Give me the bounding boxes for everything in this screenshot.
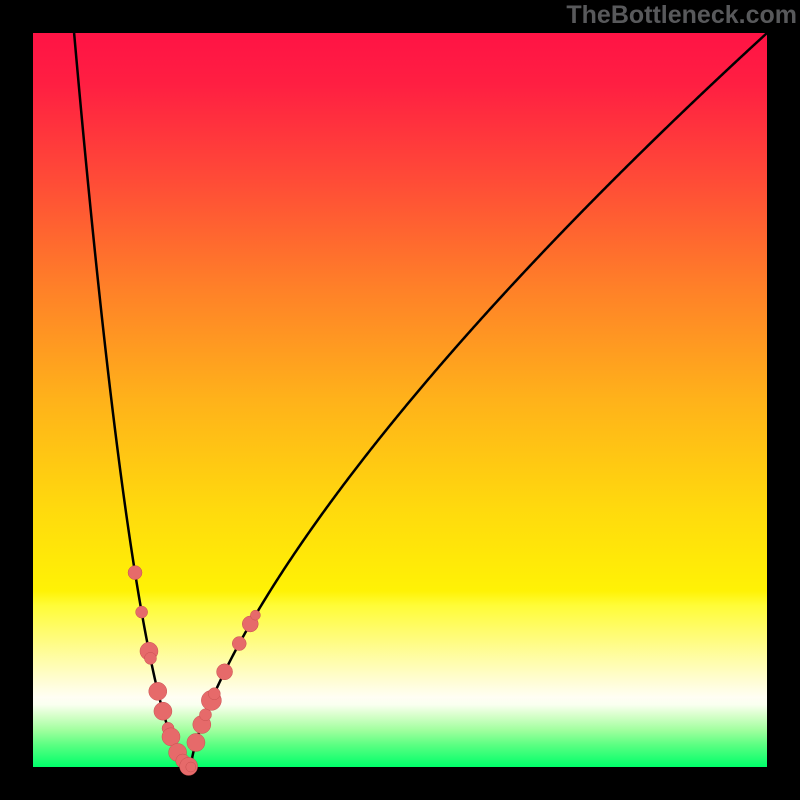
- scatter-point: [250, 610, 260, 620]
- scatter-point: [154, 702, 172, 720]
- watermark-text: TheBottleneck.com: [566, 1, 797, 29]
- scatter-point: [199, 709, 211, 721]
- scatter-point: [232, 637, 246, 651]
- scatter-point: [162, 728, 180, 746]
- scatter-point: [217, 664, 233, 680]
- chart-svg: TheBottleneck.com: [0, 0, 800, 800]
- scatter-point: [186, 762, 196, 772]
- scatter-point: [208, 688, 220, 700]
- scatter-point: [144, 652, 156, 664]
- scatter-point: [149, 682, 167, 700]
- scatter-point: [136, 606, 148, 618]
- bottleneck-chart: TheBottleneck.com: [0, 0, 800, 800]
- scatter-point: [187, 733, 205, 751]
- scatter-point: [128, 566, 142, 580]
